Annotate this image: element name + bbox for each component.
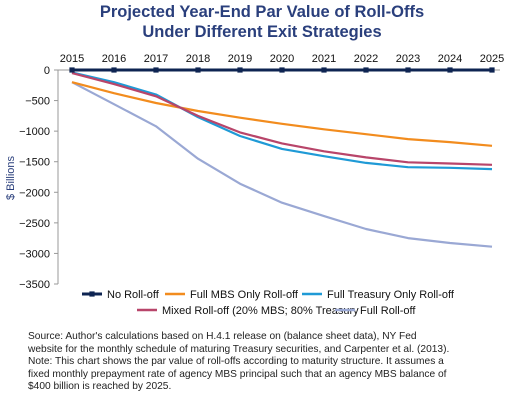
x-tick-label: 2018: [186, 53, 210, 65]
series-line-4: [71, 81, 493, 248]
series-layer: [69, 67, 495, 248]
x-tick-label: 2016: [102, 53, 126, 65]
chart-title-line-2: Under Different Exit Strategies: [142, 23, 381, 41]
note-line-5: $400 billion is reached by 2025.: [28, 381, 172, 393]
y-tick-label: −500: [25, 96, 50, 108]
legend: No Roll-off Full MBS Only Roll-off Full Tr…: [82, 289, 455, 317]
y-tick-label: −3000: [19, 248, 50, 260]
series-point-0: [405, 67, 411, 73]
legend-label: No Roll-off: [107, 289, 160, 301]
source-note: Source: Author's calculations based on H…: [28, 331, 506, 394]
x-tick-label: 2025: [480, 53, 504, 65]
legend-label: Full Roll-off: [360, 305, 416, 317]
legend-label: Full Treasury Only Roll-off: [327, 289, 455, 301]
series-line-3: [71, 72, 493, 166]
note-line-1: Source: Author's calculations based on H…: [28, 331, 417, 342]
x-tick-label: 2022: [354, 53, 378, 65]
series-point-0: [195, 67, 201, 73]
y-tick-label: −3500: [19, 279, 50, 291]
x-tick-label: 2024: [438, 53, 462, 65]
series-point-0: [447, 67, 453, 73]
axes: 0 −500 −1000 −1500 −2000 −2500 −3000 −3500 2015 2…: [19, 53, 504, 291]
chart-title-line-1: Projected Year-End Par Value of Roll-Off…: [100, 3, 424, 21]
note-line-4: fixed monthly prepayment rate of agency …: [28, 368, 447, 380]
series-point-0: [153, 67, 159, 73]
y-tick-label: −2000: [19, 187, 50, 199]
series-point-0: [321, 67, 327, 73]
series-point-0: [279, 67, 285, 73]
series-point-0: [489, 67, 495, 73]
y-tick-label: −1000: [19, 126, 50, 138]
y-tick-label: −2500: [19, 218, 50, 230]
legend-label: Full MBS Only Roll-off: [190, 289, 299, 301]
series-point-0: [237, 67, 243, 73]
x-tick-label: 2023: [396, 53, 420, 65]
series-line-1: [71, 81, 493, 147]
note-line-3: Note: This chart shows the par value of …: [28, 356, 444, 368]
series-line-2: [71, 71, 493, 171]
y-axis-label: $ Billions: [5, 155, 17, 200]
series-point-0: [111, 67, 117, 73]
legend-swatch-marker: [89, 291, 95, 297]
y-tick-label: −1500: [19, 157, 50, 169]
series-point-0: [69, 67, 75, 73]
series-point-0: [363, 67, 369, 73]
x-tick-label: 2019: [228, 53, 252, 65]
x-tick-label: 2017: [144, 53, 168, 65]
x-tick-label: 2020: [270, 53, 294, 65]
y-tick-label: 0: [44, 65, 50, 77]
x-tick-label: 2015: [60, 53, 84, 65]
legend-label: Mixed Roll-off (20% MBS; 80% Treasury: [162, 305, 359, 317]
note-line-2: website for the monthly schedule of matu…: [28, 343, 450, 355]
x-tick-label: 2021: [312, 53, 336, 65]
